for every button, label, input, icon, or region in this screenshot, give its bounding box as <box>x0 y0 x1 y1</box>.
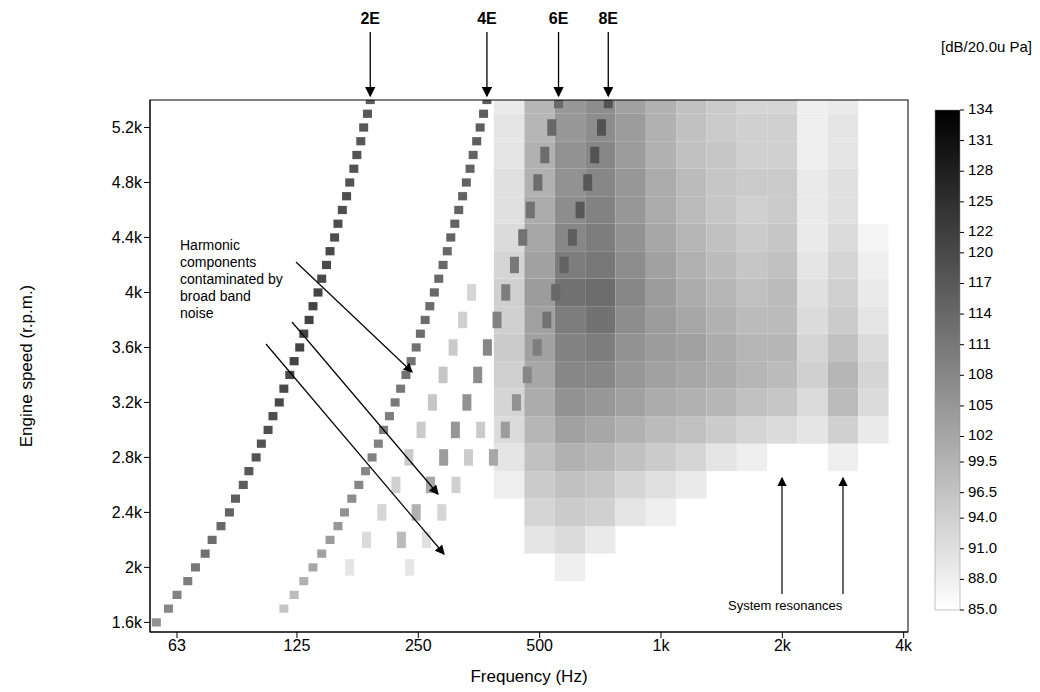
svg-text:3.6k: 3.6k <box>112 339 143 356</box>
svg-text:4E: 4E <box>477 10 497 27</box>
svg-text:99.5: 99.5 <box>968 452 997 469</box>
svg-text:94.0: 94.0 <box>968 508 997 525</box>
svg-text:noise: noise <box>180 305 214 321</box>
svg-text:96.5: 96.5 <box>968 483 997 500</box>
svg-text:4.4k: 4.4k <box>112 229 143 246</box>
svg-text:4k: 4k <box>895 637 913 654</box>
svg-text:2k: 2k <box>125 559 143 576</box>
svg-text:1.6k: 1.6k <box>112 614 143 631</box>
svg-text:134: 134 <box>968 100 993 117</box>
svg-text:components: components <box>180 254 256 270</box>
svg-text:111: 111 <box>968 335 991 352</box>
svg-text:125: 125 <box>284 637 311 654</box>
svg-text:91.0: 91.0 <box>968 539 997 556</box>
svg-text:500: 500 <box>526 637 553 654</box>
svg-text:[dB/20.0u Pa]: [dB/20.0u Pa] <box>941 38 1032 55</box>
svg-text:contaminated by: contaminated by <box>180 271 283 287</box>
svg-text:88.0: 88.0 <box>968 569 997 586</box>
svg-text:4.8k: 4.8k <box>112 174 143 191</box>
svg-text:128: 128 <box>968 161 993 178</box>
svg-text:2.8k: 2.8k <box>112 449 143 466</box>
svg-text:122: 122 <box>968 222 993 239</box>
svg-text:3.2k: 3.2k <box>112 394 143 411</box>
svg-text:System resonances: System resonances <box>728 598 843 613</box>
svg-text:6E: 6E <box>549 10 569 27</box>
svg-text:85.0: 85.0 <box>968 600 997 617</box>
svg-text:4k: 4k <box>125 284 143 301</box>
svg-text:105: 105 <box>968 396 993 413</box>
svg-text:250: 250 <box>405 637 432 654</box>
svg-text:2k: 2k <box>774 637 792 654</box>
svg-text:63: 63 <box>168 637 186 654</box>
svg-text:1k: 1k <box>653 637 671 654</box>
svg-text:Harmonic: Harmonic <box>180 237 240 253</box>
svg-text:114: 114 <box>968 304 992 321</box>
svg-text:131: 131 <box>968 131 993 148</box>
svg-text:102: 102 <box>968 426 993 443</box>
svg-text:125: 125 <box>968 192 993 209</box>
svg-text:108: 108 <box>968 365 993 382</box>
svg-text:120: 120 <box>968 243 993 260</box>
svg-text:5.2k: 5.2k <box>112 119 143 136</box>
svg-text:117: 117 <box>968 273 992 290</box>
svg-text:2E: 2E <box>360 10 380 27</box>
svg-text:2.4k: 2.4k <box>112 504 143 521</box>
svg-text:Engine speed (r.p.m.): Engine speed (r.p.m.) <box>17 285 36 448</box>
svg-text:8E: 8E <box>598 10 618 27</box>
svg-text:broad band: broad band <box>180 288 251 304</box>
svg-text:Frequency (Hz): Frequency (Hz) <box>470 667 587 686</box>
